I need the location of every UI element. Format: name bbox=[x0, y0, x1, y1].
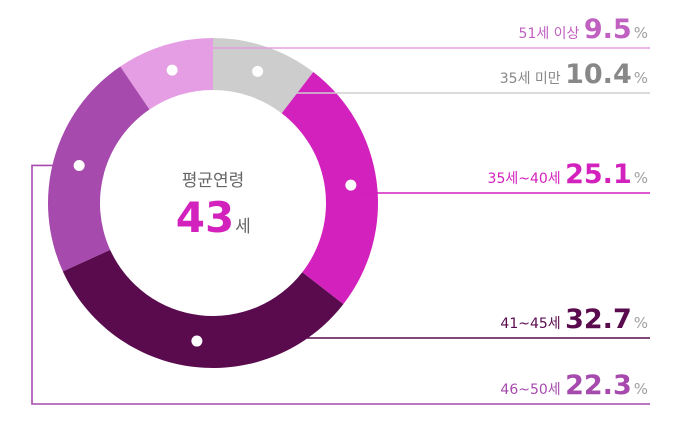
slice-value-0: 9.5 bbox=[584, 14, 632, 45]
slice-value-1: 10.4 bbox=[565, 59, 632, 90]
slice-category-3: 41~45세 bbox=[500, 316, 565, 332]
slice-unit-4: % bbox=[634, 380, 648, 398]
slice-value-3: 32.7 bbox=[565, 304, 632, 335]
leader-dot-3 bbox=[191, 335, 203, 347]
leader-line-0 bbox=[171, 47, 650, 71]
slice-category-4: 46~50세 bbox=[500, 382, 565, 398]
leader-lines bbox=[31, 47, 650, 405]
slice-unit-2: % bbox=[634, 169, 648, 187]
leader-dot-2 bbox=[345, 179, 357, 191]
slice-unit-0: % bbox=[634, 24, 648, 42]
donut-slice-2 bbox=[281, 71, 378, 305]
center-title: 평균연령 bbox=[182, 171, 245, 191]
slice-category-1: 35세 미만 bbox=[500, 71, 565, 87]
center-unit: 세 bbox=[235, 217, 251, 237]
leader-line-4 bbox=[31, 164, 650, 405]
leader-dot-4 bbox=[73, 159, 85, 171]
donut-slice-1 bbox=[213, 38, 314, 114]
slice-label-3: 41~45세 32.7% bbox=[500, 304, 648, 335]
slice-labels: 51세 이상 9.5 %35세 미만 10.4 %35세~40세 25.1 %41~4… bbox=[488, 14, 648, 401]
leader-line-1 bbox=[257, 70, 650, 94]
slice-label-4: 46~50세 22.3% bbox=[500, 370, 648, 401]
slice-unit-3: % bbox=[634, 314, 648, 332]
center-value: 43 bbox=[176, 193, 234, 242]
slice-value-4: 22.3 bbox=[565, 370, 632, 401]
donut-slice-0 bbox=[120, 38, 213, 110]
slice-label-0: 51세 이상 9.5% bbox=[519, 14, 648, 45]
slice-label-1: 35세 미만 10.4% bbox=[500, 59, 648, 90]
slice-category-2: 35세~40세 bbox=[488, 171, 566, 187]
leader-dot-0 bbox=[166, 64, 178, 76]
slice-label-2: 35세~40세 25.1% bbox=[488, 159, 648, 190]
leader-dot-1 bbox=[252, 65, 264, 77]
slice-value-2: 25.1 bbox=[565, 159, 632, 190]
slice-category-0: 51세 이상 bbox=[519, 26, 584, 42]
slice-unit-1: % bbox=[634, 69, 648, 87]
donut-slice-3 bbox=[62, 249, 344, 368]
donut-slice-4 bbox=[48, 66, 150, 272]
